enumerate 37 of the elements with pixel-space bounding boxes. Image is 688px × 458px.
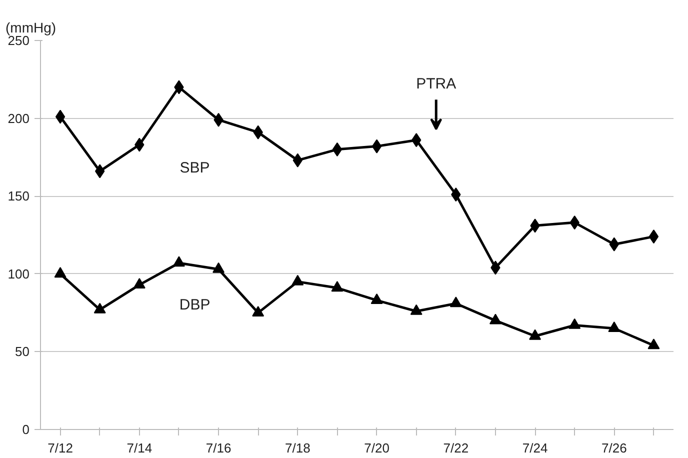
point <box>489 314 502 324</box>
x-tick-label: 7/20 <box>364 440 390 456</box>
point <box>450 296 462 308</box>
annotation: PTRA <box>416 76 456 93</box>
point <box>252 306 264 316</box>
point <box>331 281 344 292</box>
point <box>212 262 225 273</box>
y-tick-label: 100 <box>8 266 30 282</box>
y-tick-label: 200 <box>8 110 30 126</box>
series-label: DBP <box>179 296 210 314</box>
x-tick-label: 7/22 <box>443 440 469 456</box>
text: SBP <box>180 160 210 177</box>
x-tick-label: 7/26 <box>602 440 627 456</box>
point <box>370 294 383 304</box>
point <box>608 322 620 332</box>
x-tick-label: 7/24 <box>522 440 548 456</box>
point <box>568 318 581 329</box>
point <box>133 278 146 288</box>
x-tick-label: 7/12 <box>48 440 73 456</box>
point <box>410 304 422 315</box>
point <box>648 230 659 244</box>
point <box>529 329 542 340</box>
point <box>54 267 66 278</box>
point <box>55 110 66 124</box>
point <box>94 302 106 314</box>
point <box>372 139 382 154</box>
x-tick-label: 7/18 <box>285 440 310 456</box>
y-tick-label: 50 <box>15 344 30 360</box>
x-tick-label: 7/16 <box>206 440 232 456</box>
point <box>172 256 185 267</box>
point <box>292 274 304 286</box>
y-axis-title: (mmHg) <box>6 20 56 36</box>
x-tick-label: 7/14 <box>126 440 152 456</box>
point <box>648 338 660 350</box>
y-tick-label: 0 <box>22 422 30 437</box>
y-tick-label: 150 <box>8 188 30 204</box>
point <box>332 142 342 156</box>
